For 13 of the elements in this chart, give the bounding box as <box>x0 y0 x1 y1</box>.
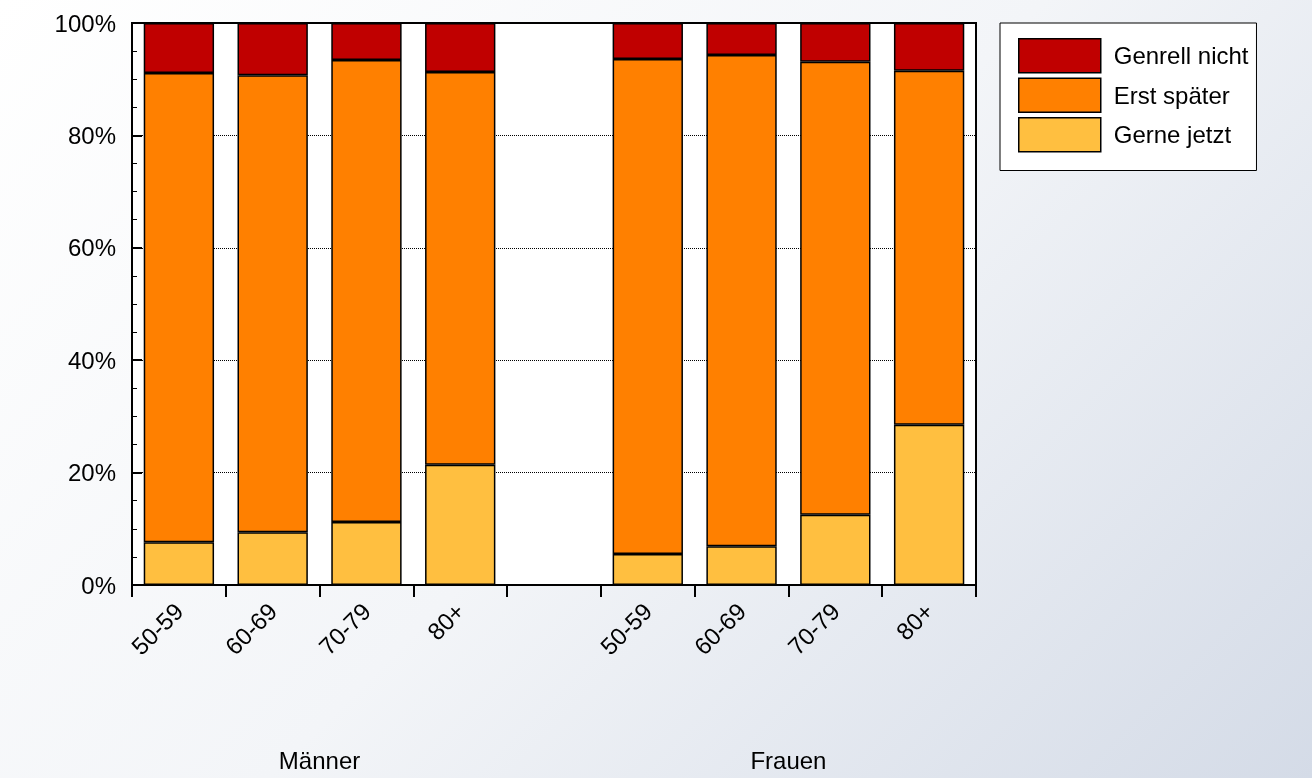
y-tick-label: 20% <box>67 459 116 487</box>
y-tick-label: 0% <box>81 571 116 599</box>
y-tick-label: 60% <box>67 234 116 262</box>
y-tick-label: 80% <box>67 121 116 149</box>
legend-label: Genrell nicht <box>1113 42 1249 70</box>
y-tick-label: 40% <box>67 346 116 374</box>
y-tick-label: 100% <box>54 9 116 37</box>
legend-label: Gerne jetzt <box>1113 121 1232 149</box>
text: Frauen <box>750 746 827 774</box>
x-tick-label: 80+ <box>890 597 939 646</box>
text: Männer <box>278 746 361 774</box>
x-tick-label: 80+ <box>421 597 470 646</box>
legend-label: Erst später <box>1113 81 1230 109</box>
